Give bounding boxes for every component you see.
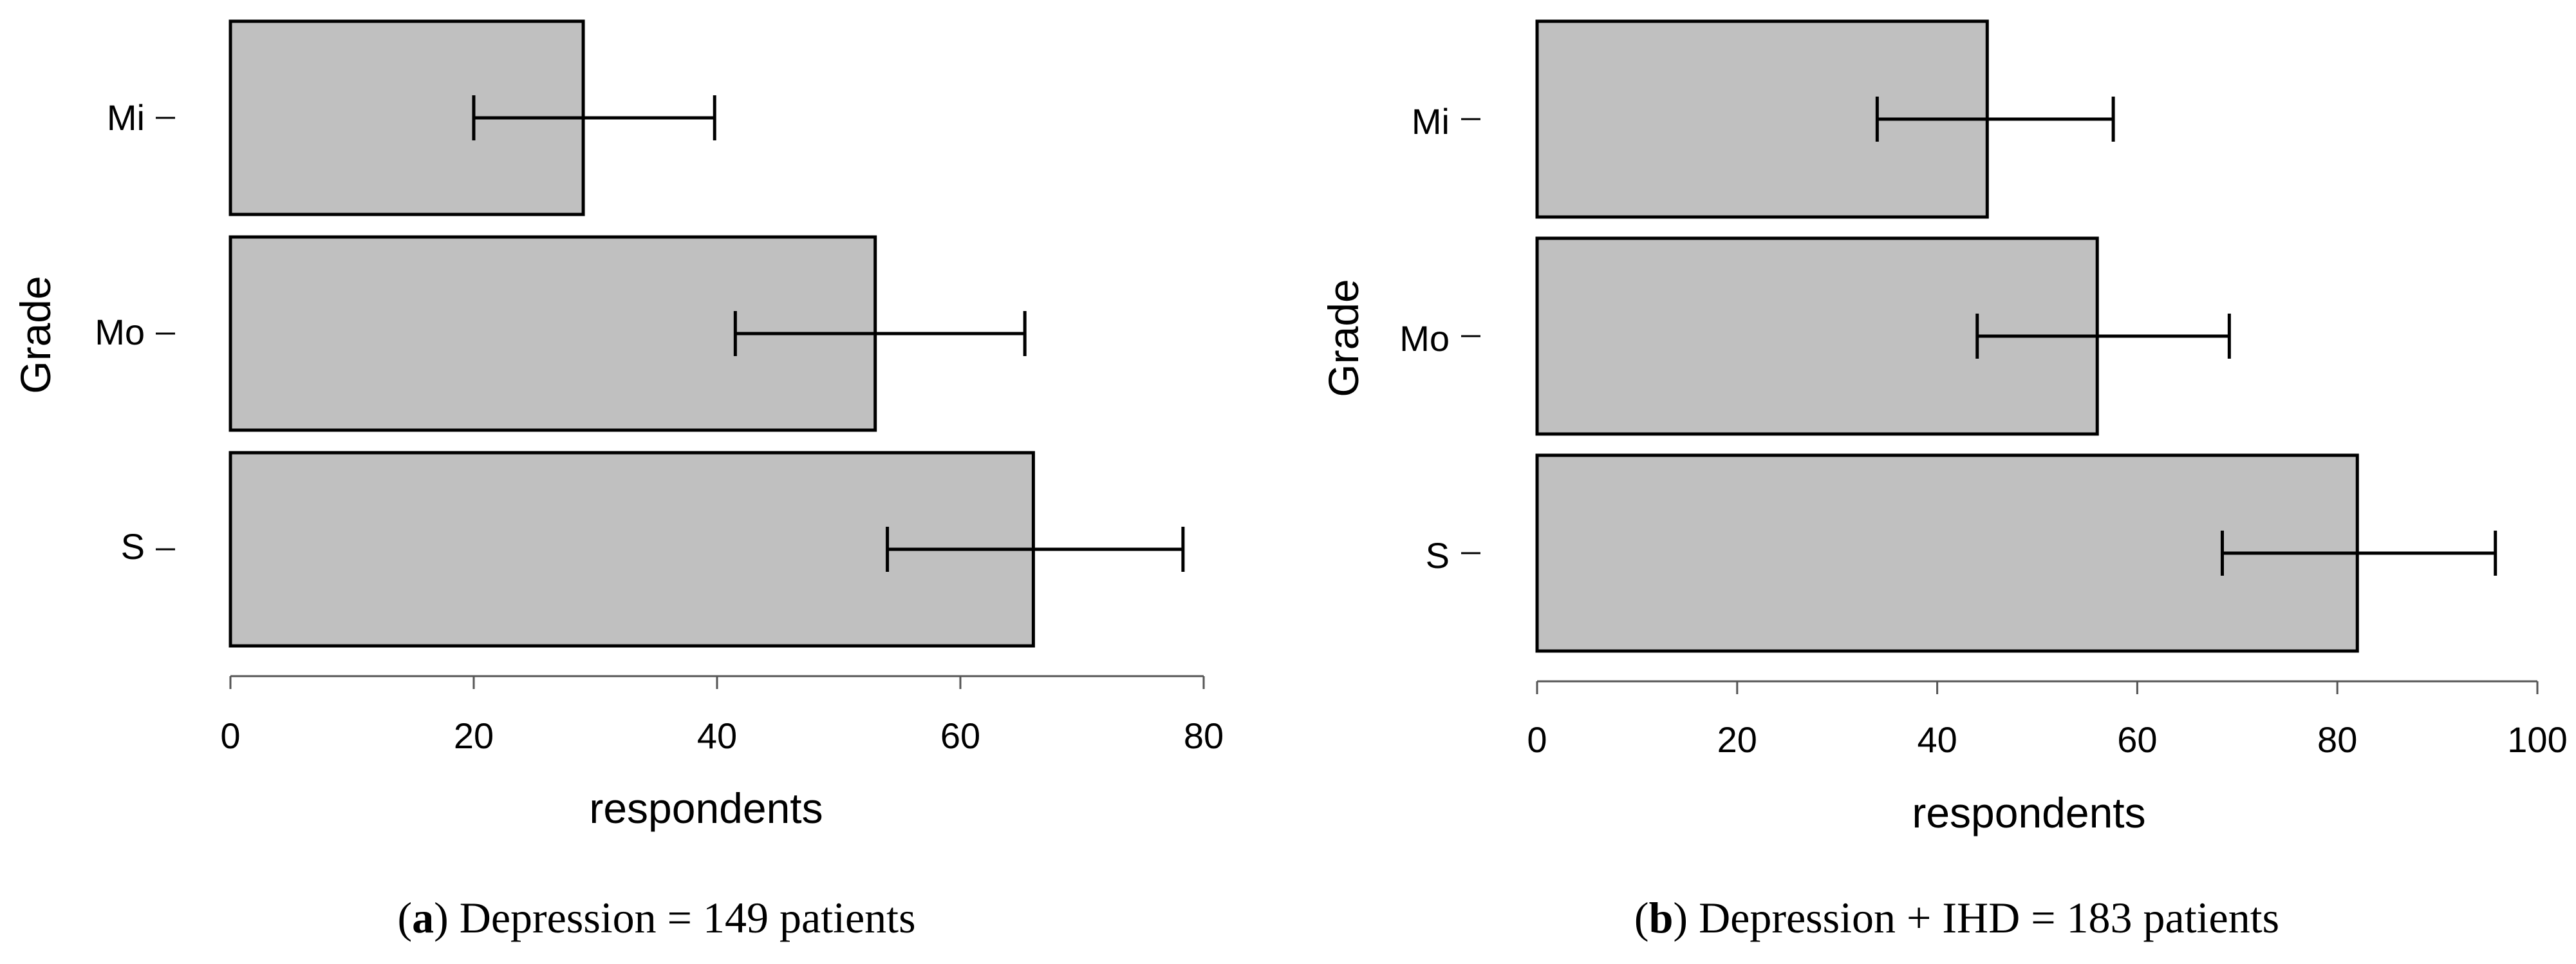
- x-axis-label: respondents: [589, 784, 823, 832]
- error-bar-mo: [1975, 314, 2231, 359]
- y-axis-label: Grade: [1320, 279, 1367, 397]
- x-axis-label: respondents: [1912, 789, 2145, 836]
- x-tick-label-20: 20: [1717, 719, 1757, 760]
- panel-letter: b: [1649, 893, 1674, 942]
- caption-text: Depression = 149 patients: [460, 893, 916, 942]
- category-label-mi: Mi: [107, 97, 145, 138]
- error-bar-mo: [733, 311, 1027, 356]
- category-labels: Mi Mo S: [95, 97, 145, 567]
- error-bar-s: [2220, 531, 2497, 576]
- x-tick-label-20: 20: [454, 715, 494, 756]
- error-bar-s: [886, 527, 1185, 572]
- panel-caption: (a) Depression = 149 patients: [397, 893, 915, 942]
- category-label-mo: Mo: [95, 312, 145, 352]
- x-axis: 0 20 40 60 80 100: [1527, 680, 2568, 760]
- x-tick-label-60: 60: [940, 715, 980, 756]
- x-tick-label-100: 100: [2507, 719, 2567, 760]
- category-label-s: S: [121, 526, 145, 567]
- category-label-mi: Mi: [1412, 101, 1450, 142]
- caption-text: Depression + IHD = 183 patients: [1699, 893, 2279, 942]
- x-tick-label-80: 80: [1184, 715, 1224, 756]
- panel-b: Grade Mi Mo S 0 20 40 60 80 100 respondents (…: [1320, 19, 2568, 942]
- category-label-mo: Mo: [1399, 318, 1450, 359]
- y-axis-label: Grade: [12, 276, 59, 393]
- x-tick-label-60: 60: [2117, 719, 2157, 760]
- x-tick-label-40: 40: [1917, 719, 1957, 760]
- x-tick-label-0: 0: [220, 715, 240, 756]
- category-labels: Mi Mo S: [1399, 101, 1450, 576]
- x-tick-label-40: 40: [697, 715, 737, 756]
- panel-caption: (b) Depression + IHD = 183 patients: [1634, 893, 2279, 942]
- x-tick-label-80: 80: [2317, 719, 2357, 760]
- x-axis: 0 20 40 60 80: [220, 675, 1224, 756]
- error-bar-mi: [472, 95, 716, 140]
- error-bars: [472, 95, 1185, 572]
- x-tick-label-0: 0: [1527, 719, 1547, 760]
- panel-a: Grade Mi Mo S 0 20 40 60 80 respondents (a) …: [12, 19, 1224, 942]
- category-label-s: S: [1426, 535, 1450, 576]
- error-bars: [1875, 97, 2497, 576]
- error-bar-mi: [1875, 97, 2115, 142]
- panel-letter: a: [412, 893, 434, 942]
- bar-s: [1535, 453, 2359, 653]
